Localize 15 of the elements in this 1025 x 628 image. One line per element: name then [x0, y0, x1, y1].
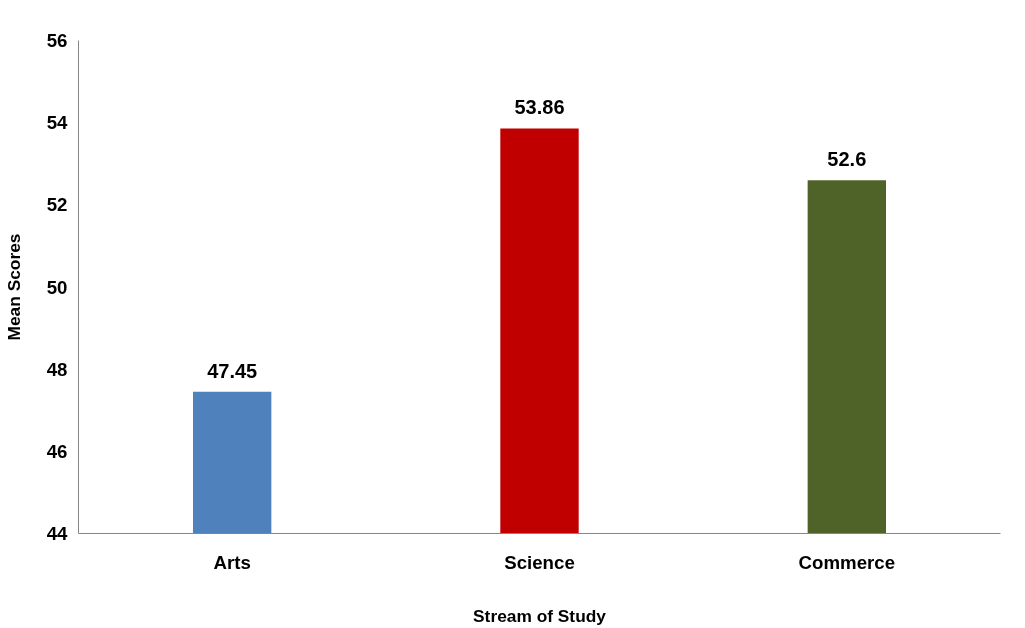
y-tick-label: 46	[46, 440, 68, 462]
y-axis-title: Mean Scores	[3, 233, 24, 341]
y-tick-label: 52	[46, 194, 68, 216]
y-tick-label: 54	[46, 112, 69, 134]
data-label: 52.6	[827, 148, 867, 171]
x-tick-label: Science	[504, 551, 575, 573]
x-axis-title: Stream of Study	[473, 605, 607, 626]
y-tick-label: 50	[46, 276, 68, 298]
x-tick-label: Commerce	[798, 551, 896, 573]
x-tick-label: Arts	[213, 551, 251, 573]
data-label: 53.86	[514, 96, 565, 119]
y-tick-label: 48	[46, 358, 68, 380]
y-tick-label: 56	[46, 30, 68, 51]
y-tick-label: 44	[46, 523, 69, 544]
data-label: 47.45	[207, 359, 258, 382]
